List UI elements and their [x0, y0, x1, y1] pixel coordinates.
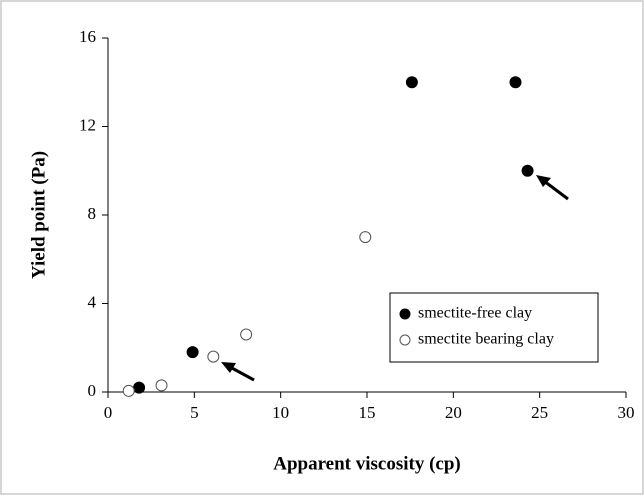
x-tick-label: 30 [618, 403, 635, 422]
y-tick-label: 12 [79, 115, 96, 134]
point [405, 76, 418, 89]
arrow [543, 179, 569, 201]
y-tick-label: 16 [79, 27, 96, 46]
legend-marker [399, 334, 411, 346]
arrow-head [221, 362, 236, 373]
arrows [221, 175, 569, 382]
point [240, 328, 253, 341]
x-tick-label: 0 [104, 403, 113, 422]
x-axis-title: Apparent viscosity (cp) [273, 453, 461, 474]
y-tick-label: 4 [88, 292, 97, 311]
point [186, 346, 199, 359]
y-tick-label: 8 [88, 204, 97, 223]
point [509, 76, 522, 89]
point [207, 350, 220, 363]
point [122, 384, 135, 397]
x-tick-label: 5 [190, 403, 199, 422]
y-axis-title: Yield point (Pa) [28, 151, 49, 279]
arrow-head [536, 175, 551, 187]
legend-marker [399, 308, 411, 320]
legend-label: smectite bearing clay [418, 331, 554, 348]
y-tick-label: 0 [88, 381, 97, 400]
point [359, 231, 372, 244]
x-tick-label: 10 [272, 403, 289, 422]
arrow [229, 365, 255, 382]
point [521, 164, 534, 177]
point [133, 381, 146, 394]
point [155, 379, 168, 392]
x-tick-label: 20 [445, 403, 462, 422]
x-tick-label: 25 [531, 403, 548, 422]
legend-box [389, 292, 599, 363]
x-tick-label: 15 [359, 403, 376, 422]
legend-label: smectite-free clay [418, 305, 532, 322]
